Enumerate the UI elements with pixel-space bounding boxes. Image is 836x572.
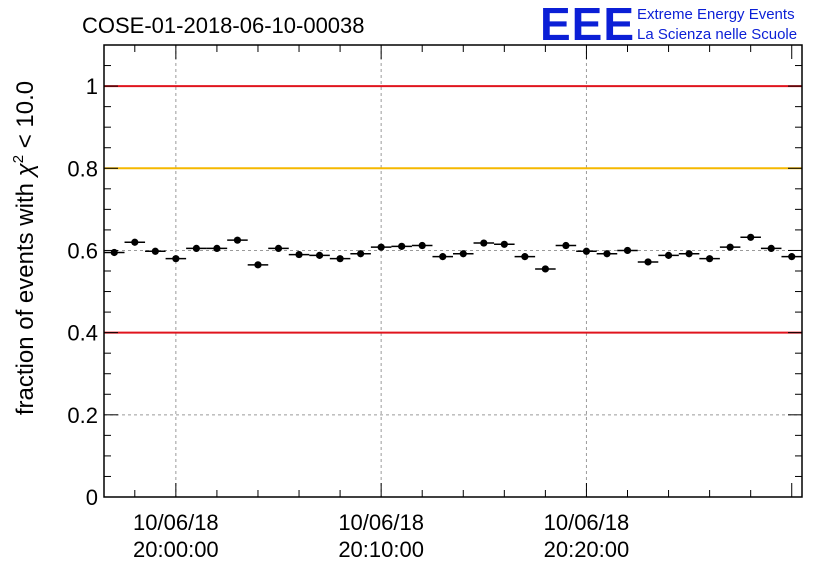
y-tick-label: 0.4: [67, 321, 98, 346]
data-point: [145, 247, 166, 255]
x-tick-label-time: 20:10:00: [338, 537, 424, 562]
data-point: [329, 255, 351, 263]
y-tick-label: 1: [86, 74, 98, 99]
data-point: [494, 240, 515, 248]
axes: [103, 44, 803, 498]
point-marker: [582, 247, 591, 255]
data-point: [576, 247, 597, 255]
data-point: [719, 243, 741, 251]
ticks: [104, 44, 802, 498]
point-marker: [644, 258, 652, 266]
data-point: [227, 236, 248, 244]
point-marker: [233, 236, 242, 244]
data-point: [473, 239, 495, 247]
data-point: [247, 261, 269, 269]
point-marker: [521, 253, 529, 261]
point-marker: [459, 250, 467, 258]
point-marker: [377, 243, 385, 251]
data-point: [124, 238, 146, 246]
y-axis-label-sup: 2: [10, 155, 27, 163]
data-point: [165, 255, 187, 263]
data-point: [186, 244, 207, 252]
grid: [104, 45, 802, 498]
point-marker: [131, 238, 139, 246]
point-marker: [110, 248, 118, 257]
data-point: [678, 250, 700, 258]
plot-frame: [103, 44, 803, 498]
y-tick-label: 0: [86, 485, 98, 510]
data-point: [617, 246, 638, 255]
x-tick-label-time: 20:00:00: [133, 537, 219, 562]
x-tick-label-date: 10/06/18: [544, 510, 630, 535]
data-point: [288, 250, 310, 259]
point-marker: [315, 251, 324, 259]
point-marker: [726, 243, 734, 251]
data-point: [596, 250, 618, 258]
point-marker: [480, 239, 488, 247]
data-point: [411, 241, 433, 250]
point-marker: [706, 255, 714, 263]
y-axis-label: fraction of events with χ2 < 10.0: [10, 81, 39, 415]
point-marker: [151, 247, 159, 255]
point-marker: [357, 250, 365, 258]
data-point: [699, 255, 720, 263]
reference-lines: [104, 85, 802, 334]
y-axis-label-pre: fraction of events with: [12, 176, 39, 415]
data-point: [104, 248, 125, 257]
y-axis-label-post: < 10.0: [12, 81, 39, 155]
point-marker: [295, 250, 303, 259]
data-point: [268, 244, 289, 252]
data-point: [514, 253, 536, 261]
data-point: [637, 258, 659, 266]
point-marker: [685, 250, 693, 258]
point-marker: [623, 246, 632, 255]
point-marker: [767, 244, 775, 252]
y-tick-label: 0.8: [67, 156, 98, 181]
data-point: [370, 243, 392, 251]
data-point: [391, 242, 412, 250]
data-point: [309, 251, 330, 259]
data-point: [740, 233, 761, 241]
point-marker: [541, 265, 549, 273]
x-tick-label-date: 10/06/18: [338, 510, 424, 535]
point-marker: [192, 244, 200, 252]
data-point: [350, 250, 371, 258]
data-point: [206, 244, 228, 252]
y-axis-label-chi: χ: [12, 162, 39, 178]
logo-line-1: Extreme Energy Events: [637, 6, 795, 23]
x-tick-label-date: 10/06/18: [133, 510, 219, 535]
point-marker: [172, 255, 180, 263]
chart-title: COSE-01-2018-06-10-00038: [82, 13, 365, 38]
point-marker: [664, 251, 673, 259]
point-marker: [213, 244, 221, 252]
data-points: [104, 233, 802, 273]
data-point: [535, 265, 556, 273]
point-marker: [254, 261, 262, 269]
point-marker: [562, 241, 570, 250]
point-marker: [603, 250, 611, 258]
point-marker: [418, 241, 426, 250]
logo-mark: EEE: [540, 0, 635, 50]
point-marker: [788, 253, 796, 261]
y-tick-label: 0.6: [67, 238, 98, 263]
y-tick-label: 0.2: [67, 403, 98, 428]
point-marker: [500, 240, 508, 248]
data-point: [658, 251, 679, 259]
data-point: [760, 244, 782, 252]
data-point: [432, 253, 453, 261]
logo-line-2: La Scienza nelle Scuole: [637, 26, 797, 43]
y-tick-labels: 0 0.2 0.4 0.6 0.8 1: [67, 74, 98, 510]
data-point: [453, 250, 474, 258]
eee-logo: EEE Extreme Energy Events La Scienza nel…: [540, 0, 797, 50]
point-marker: [747, 233, 755, 241]
x-tick-labels: 10/06/1820:00:0010/06/1820:10:0010/06/18…: [133, 510, 629, 562]
x-tick-label-time: 20:20:00: [544, 537, 630, 562]
point-marker: [398, 242, 406, 250]
data-point: [555, 241, 577, 250]
point-marker: [274, 244, 283, 252]
point-marker: [336, 255, 344, 263]
point-marker: [439, 253, 447, 261]
data-point: [781, 253, 802, 261]
